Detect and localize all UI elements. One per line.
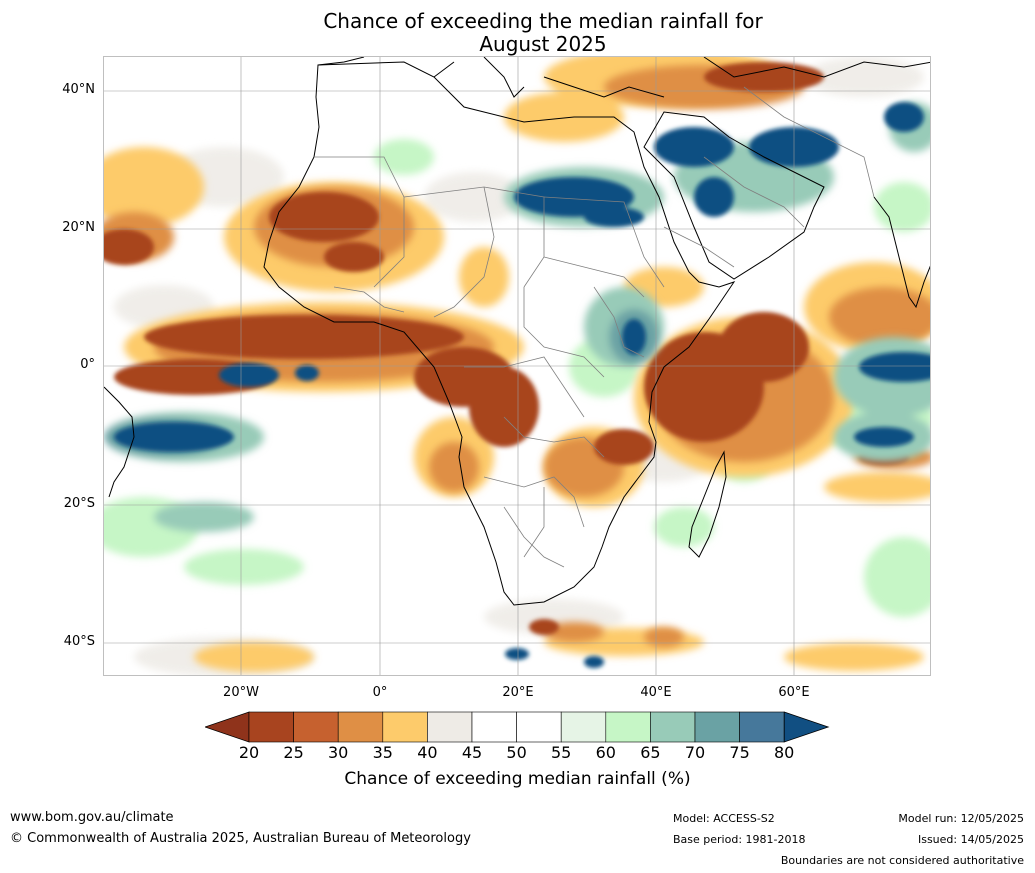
europe-coastline xyxy=(317,57,930,98)
footer-disclaimer: Boundaries are not considered authoritat… xyxy=(780,854,1024,867)
footer-model: Model: ACCESS-S2 xyxy=(673,812,775,825)
colorbar-tick-label: 35 xyxy=(372,743,393,762)
colorbar-cell xyxy=(650,711,696,743)
footer-base-period: Base period: 1981-2018 xyxy=(673,833,806,846)
colorbar-tick-label: 60 xyxy=(595,743,616,762)
colorbar-cell xyxy=(516,711,562,743)
lon-label-0: 0° xyxy=(372,685,388,700)
lon-label-40e: 40°E xyxy=(640,685,672,700)
footer-model-run: Model run: 12/05/2025 xyxy=(898,812,1024,825)
arabia-coastline xyxy=(643,111,825,280)
africa-coastline xyxy=(263,61,736,606)
colorbar-tick-label: 45 xyxy=(461,743,483,762)
colorbar-cell xyxy=(694,711,740,743)
colorbar-cell xyxy=(605,711,651,743)
colorbar-cell xyxy=(471,711,517,743)
lat-label-equator: 0° xyxy=(80,357,95,372)
colorbar-cell xyxy=(337,711,384,743)
colorbar-tick-label: 25 xyxy=(283,743,304,762)
madagascar-coastline xyxy=(688,450,727,558)
colorbar-cell xyxy=(382,711,428,743)
colorbar-tick-label: 20 xyxy=(238,743,260,762)
footer-website: www.bom.gov.au/climate xyxy=(10,810,174,825)
colorbar-tick-label: 65 xyxy=(640,743,661,762)
lat-label-40s: 40°S xyxy=(63,634,95,649)
india-coastline xyxy=(873,196,930,309)
colorbar-tick-label: 30 xyxy=(328,743,349,762)
footer-copyright: © Commonwealth of Australia 2025, Austra… xyxy=(10,831,471,846)
lat-label-40n: 40°N xyxy=(62,82,95,97)
colorbar-cell xyxy=(293,711,339,743)
colorbar-tick-label: 50 xyxy=(506,743,527,762)
footer-issued: Issued: 14/05/2025 xyxy=(917,833,1024,846)
colorbar-tick-label: 75 xyxy=(729,743,750,762)
title-line-2: August 2025 xyxy=(479,32,607,56)
very-wet-patches xyxy=(114,102,930,668)
lon-label-20w: 20°W xyxy=(223,685,259,700)
colorbar-cell xyxy=(248,711,294,743)
forecast-map xyxy=(103,56,931,676)
colorbar-arrow-low xyxy=(205,711,250,743)
lon-label-20e: 20°E xyxy=(502,685,534,700)
colorbar xyxy=(205,711,830,743)
lat-label-20n: 20°N xyxy=(62,220,95,235)
colorbar-label: Chance of exceeding median rainfall (%) xyxy=(344,769,691,789)
colorbar-tick-label: 55 xyxy=(551,743,572,762)
colorbar-cell xyxy=(427,711,473,743)
graticule xyxy=(104,57,930,675)
lat-label-20s: 20°S xyxy=(63,496,95,511)
chart-title: Chance of exceeding the median rainfall … xyxy=(0,10,1035,56)
colorbar-tick-label: 80 xyxy=(774,743,795,762)
colorbar-cell xyxy=(560,711,607,743)
south-america-coastline xyxy=(104,386,135,498)
title-line-1: Chance of exceeding the median rainfall … xyxy=(323,9,763,33)
lon-label-60e: 60°E xyxy=(778,685,810,700)
colorbar-tick-label: 70 xyxy=(684,743,706,762)
country-borders xyxy=(314,86,875,568)
colorbar-cell xyxy=(739,711,785,743)
colorbar-tick-label: 40 xyxy=(417,743,438,762)
colorbar-arrow-high xyxy=(783,711,830,743)
map-canvas xyxy=(104,57,930,675)
